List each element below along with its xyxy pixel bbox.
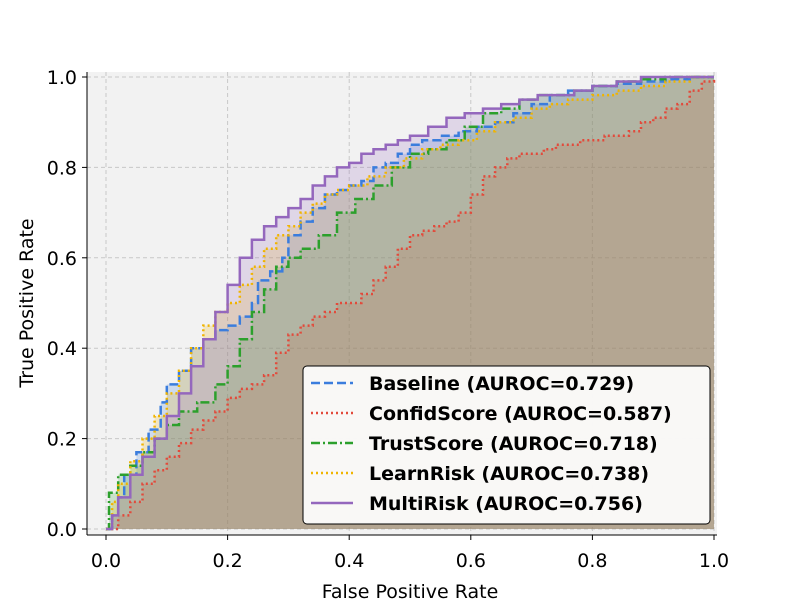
x-axis-label: False Positive Rate (322, 581, 499, 600)
series-line-0 (106, 75, 714, 531)
y-tick-label: 0.6 (47, 248, 77, 270)
x-tick-label: 0.0 (91, 550, 121, 572)
legend: Baseline (AUROC=0.729) ConfidScore (AUROC… (302, 365, 711, 525)
series-line-1 (106, 77, 716, 531)
x-tick-label: 0.8 (577, 550, 607, 572)
axes (86, 72, 717, 536)
x-tick-label: 0.4 (334, 550, 364, 572)
x-tick-label: 0.6 (456, 550, 486, 572)
y-tick-label: 0.2 (47, 429, 77, 451)
x-tick-label: 1.0 (699, 550, 729, 572)
legend-label-3: LearnRisk (AUROC=0.738) (369, 463, 649, 485)
legend-label-4: MultiRisk (AUROC=0.756) (369, 493, 643, 515)
y-tick-label: 0.0 (47, 519, 77, 541)
y-tick-label: 0.4 (47, 338, 77, 360)
x-tick-label: 0.2 (212, 550, 242, 572)
y-axis-label: True Positive Rate (16, 218, 38, 388)
series-line-3 (106, 75, 714, 531)
legend-label-1: ConfidScore (AUROC=0.587) (369, 403, 672, 425)
tick-labels: 0.0 0.2 0.4 0.6 0.8 1.0 0.0 0.2 0.4 0.6 0.8 1.0 (47, 67, 729, 572)
legend-label-0: Baseline (AUROC=0.729) (369, 373, 634, 395)
y-tick-label: 0.8 (47, 157, 77, 179)
series-lines (106, 75, 716, 531)
legend-box (302, 365, 711, 525)
series-line-4 (106, 75, 714, 531)
legend-label-2: TrustScore (AUROC=0.718) (369, 433, 658, 455)
y-tick-label: 1.0 (47, 67, 77, 89)
